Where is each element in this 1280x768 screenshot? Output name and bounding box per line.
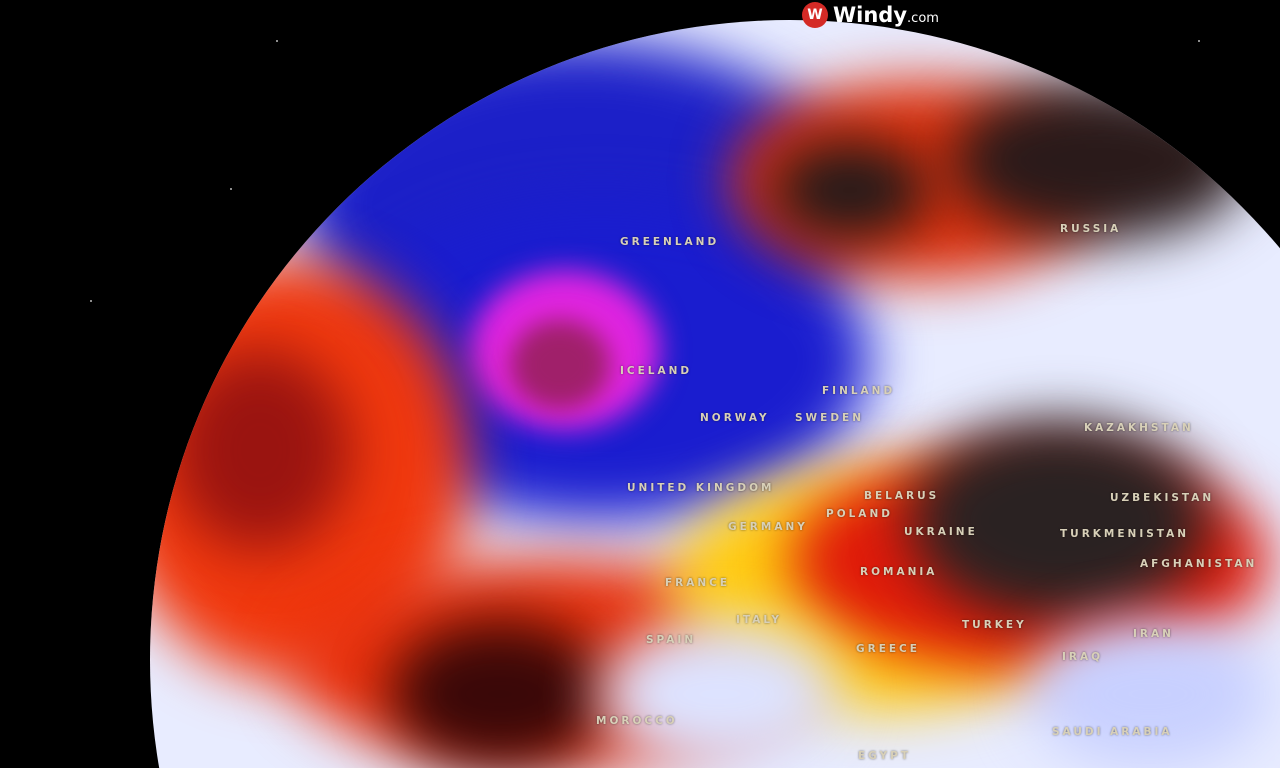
- label-sweden: SWEDEN: [795, 412, 864, 424]
- label-finland: FINLAND: [822, 385, 896, 397]
- label-italy: ITALY: [736, 614, 783, 626]
- windy-logo[interactable]: W Windy.com: [802, 2, 939, 28]
- label-germany: GERMANY: [728, 521, 808, 533]
- star: [90, 300, 92, 302]
- label-iceland: ICELAND: [620, 365, 693, 377]
- windy-logo-icon: W: [802, 2, 828, 28]
- label-iran: IRAN: [1133, 628, 1174, 640]
- star: [1198, 40, 1200, 42]
- brand-name: Windy: [833, 3, 908, 27]
- label-romania: ROMANIA: [860, 566, 938, 578]
- hot-core: [390, 620, 610, 768]
- label-turkmenistan: TURKMENISTAN: [1060, 528, 1190, 540]
- neutral-region: [600, 620, 840, 768]
- label-iraq: IRAQ: [1062, 651, 1104, 663]
- extreme-region: [910, 420, 1210, 620]
- star: [276, 40, 278, 42]
- extreme-region: [770, 140, 930, 240]
- label-united-kingdom: UNITED KINGDOM: [627, 482, 775, 494]
- label-kazakhstan: KAZAKHSTAN: [1084, 422, 1194, 434]
- label-greece: GREECE: [856, 643, 920, 655]
- label-belarus: BELARUS: [864, 490, 940, 502]
- label-norway: NORWAY: [700, 412, 770, 424]
- label-spain: SPAIN: [646, 634, 697, 646]
- label-france: FRANCE: [665, 577, 731, 589]
- star: [230, 188, 232, 190]
- label-turkey: TURKEY: [962, 619, 1027, 631]
- label-greenland: GREENLAND: [620, 236, 720, 248]
- label-uzbekistan: UZBEKISTAN: [1110, 492, 1215, 504]
- label-russia: RUSSIA: [1060, 223, 1122, 235]
- label-afghanistan: AFGHANISTAN: [1140, 558, 1258, 570]
- brand-suffix: .com: [907, 11, 939, 26]
- cyclone-center: [510, 320, 610, 410]
- label-saudi-arabia: SAUDI ARABIA: [1052, 726, 1173, 738]
- label-poland: POLAND: [826, 508, 893, 520]
- label-egypt: EGYPT: [858, 750, 912, 762]
- label-ukraine: UKRAINE: [904, 526, 978, 538]
- label-morocco: MOROCCO: [596, 715, 678, 727]
- neutral-region: [1030, 620, 1270, 768]
